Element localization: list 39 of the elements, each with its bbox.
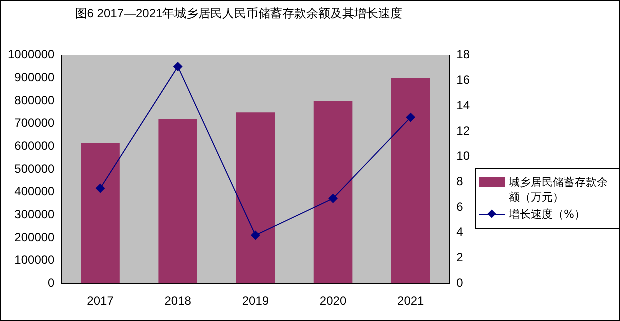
y-tick-label: 300000 — [14, 207, 56, 222]
x-tick-label: 2020 — [320, 294, 347, 308]
x-tick-label: 2019 — [242, 294, 270, 308]
x-tick-label: 2017 — [87, 294, 114, 308]
y2-tick-label: 4 — [456, 225, 464, 240]
y-tick-label: 0 — [48, 276, 56, 290]
y2-tick-label: 6 — [456, 200, 464, 214]
point — [174, 62, 183, 72]
y-tick-label: 500000 — [14, 162, 56, 176]
bar — [81, 143, 120, 284]
bar — [158, 119, 198, 284]
y2-tick-label: 16 — [456, 73, 470, 88]
y2-tick-label: 8 — [456, 174, 464, 188]
legend-label: 城乡居民储蓄存款余额（万元） — [509, 175, 609, 205]
y-tick-label: 600000 — [14, 138, 56, 153]
legend-label: 增长速度（%） — [509, 207, 586, 222]
y2-tick-label: 10 — [456, 149, 470, 164]
y-tick-label: 900000 — [14, 70, 56, 85]
x-tick-label: 2018 — [164, 294, 192, 308]
y2-tick-label: 18 — [456, 48, 470, 62]
y2-tick-label: 12 — [456, 124, 470, 138]
y-tick-label: 400000 — [14, 184, 56, 199]
y-tick-label: 100000 — [14, 253, 56, 268]
y2-tick-label: 0 — [456, 276, 464, 290]
y-tick-label: 200000 — [14, 230, 56, 244]
chart-title: 图6 2017—2021年城乡居民人民币储蓄存款余额及其增长速度 — [75, 6, 403, 21]
y-tick-label: 800000 — [14, 93, 56, 108]
point — [251, 230, 260, 240]
y2-tick-label: 2 — [456, 250, 464, 265]
y-tick-label: 1000000 — [8, 48, 56, 62]
point — [96, 184, 106, 194]
bar — [391, 78, 430, 284]
x-tick-label: 2021 — [398, 294, 425, 308]
bar — [314, 101, 353, 284]
bar — [236, 112, 276, 284]
y-tick-label: 700000 — [14, 116, 56, 130]
point — [328, 194, 338, 204]
y2-tick-label: 14 — [456, 98, 470, 112]
point — [406, 113, 416, 122]
